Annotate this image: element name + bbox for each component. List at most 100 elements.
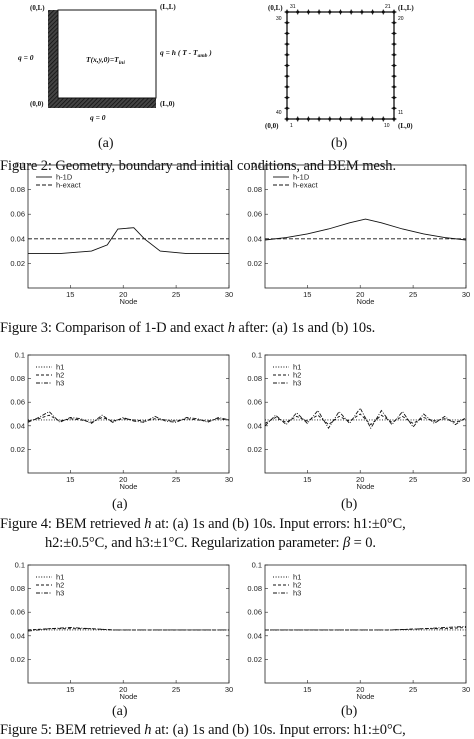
mesh-node xyxy=(296,10,300,14)
series-line-h3 xyxy=(27,627,229,632)
figure-2a-label: (a) xyxy=(98,136,114,151)
mesh-node xyxy=(392,10,396,14)
mesh-node xyxy=(285,21,289,25)
figure-4-caption-line-2: h2:±0.5°C, and h3:±1°C. Regularization p… xyxy=(45,535,376,551)
mesh-node xyxy=(392,64,396,67)
mesh-node xyxy=(360,10,364,14)
y-tick-label: 0.04 xyxy=(10,234,25,243)
figure-3a-chart: 0.02 0.04 0.06 0.08 0.1 15 20 25 30 Node h-1Dh-exa… xyxy=(10,161,233,307)
x-tick-label: 20 xyxy=(356,475,364,484)
figure-2-caption: Figure 2: Geometry, boundary and initial… xyxy=(0,158,396,174)
plot-frame xyxy=(27,354,230,474)
plot-frame xyxy=(264,164,467,289)
mesh-node xyxy=(285,74,289,78)
x-tick-label: 25 xyxy=(172,685,180,694)
mesh-node xyxy=(285,53,289,57)
mesh-node xyxy=(317,117,321,121)
node-label-30: 30 xyxy=(276,16,282,22)
plot-frame xyxy=(264,354,467,474)
x-axis-label: Node xyxy=(120,297,138,306)
corner-bottom-left: (0,0) xyxy=(30,100,44,108)
x-axis-label: Node xyxy=(357,692,375,701)
mesh-node xyxy=(349,117,353,121)
y-tick-label: 0.06 xyxy=(10,398,25,407)
mesh-corner-top-right: (L,L) xyxy=(398,4,414,12)
mesh-node xyxy=(392,42,396,46)
mesh-node xyxy=(306,117,310,121)
y-tick-label: 0.08 xyxy=(247,185,262,194)
node-label-1: 1 xyxy=(290,123,293,129)
y-tick-label: 0.04 xyxy=(10,421,25,430)
figure-5-caption: Figure 5: BEM retrieved h at: (a) 1s and… xyxy=(0,722,406,738)
left-boundary-condition: q = 0 xyxy=(18,53,34,62)
corner-bottom-right: (L,0) xyxy=(160,100,175,108)
mesh-corner-top-left: (0,L) xyxy=(268,4,283,12)
x-tick-label: 25 xyxy=(172,475,180,484)
mesh-node xyxy=(285,10,289,14)
figure-3b-chart: 0.02 0.04 0.06 0.08 0.1 15 20 25 30 Node h-1Dh-exa… xyxy=(247,161,470,307)
y-tick-label: 0.1 xyxy=(252,351,262,360)
node-label-31: 31 xyxy=(290,4,296,10)
corner-top-right: (L,L) xyxy=(160,3,176,11)
mesh-corner-bottom-left: (0,0) xyxy=(265,122,279,130)
legend-label-h3: h3 xyxy=(293,379,301,388)
y-tick-label: 0.06 xyxy=(247,210,262,219)
mesh-node xyxy=(392,106,396,110)
mesh-node xyxy=(371,10,375,14)
mesh-node xyxy=(392,74,396,78)
x-tick-label: 20 xyxy=(356,685,364,694)
node-label-11: 11 xyxy=(398,110,403,116)
legend-label-h3: h3 xyxy=(293,589,301,598)
node-label-20: 20 xyxy=(398,16,404,22)
node-label-40: 40 xyxy=(276,110,282,116)
series-line-h-1D xyxy=(28,227,229,255)
y-tick-label: 0.06 xyxy=(10,210,25,219)
domain-square xyxy=(57,9,157,99)
left-insulated-hatch xyxy=(48,10,58,108)
mesh-node xyxy=(392,85,396,89)
x-tick-label: 15 xyxy=(66,290,74,299)
x-tick-label: 20 xyxy=(119,475,127,484)
legend-label-h2: h2 xyxy=(56,371,64,380)
legend-label-h1: h1 xyxy=(293,363,301,372)
x-tick-label: 25 xyxy=(172,290,180,299)
y-tick-label: 0.08 xyxy=(10,374,25,383)
figure-2b-label: (b) xyxy=(331,136,348,151)
y-tick-label: 0.02 xyxy=(10,655,25,664)
x-axis-label: Node xyxy=(357,297,375,306)
y-tick-label: 0.04 xyxy=(247,234,262,243)
mesh-node xyxy=(285,96,289,100)
legend-label-h3: h3 xyxy=(56,589,64,598)
figure-4-caption-line-1: Figure 4: BEM retrieved h at: (a) 1s and… xyxy=(0,516,406,532)
mesh-node xyxy=(285,64,289,67)
x-tick-label: 25 xyxy=(409,685,417,694)
figure-5b-label: (b) xyxy=(341,704,358,719)
mesh-corner-bottom-right: (L,0) xyxy=(398,122,413,130)
y-tick-label: 0.06 xyxy=(247,608,262,617)
series-line-h2 xyxy=(264,413,467,426)
x-tick-label: 30 xyxy=(225,290,233,299)
x-axis-label: Node xyxy=(120,692,138,701)
y-tick-label: 0.1 xyxy=(15,161,25,170)
legend-label-h-1D: h-1D xyxy=(293,173,310,182)
y-tick-label: 0.1 xyxy=(15,561,25,570)
y-tick-label: 0.02 xyxy=(10,445,25,454)
series-line-h2 xyxy=(27,414,230,423)
x-tick-label: 30 xyxy=(462,475,470,484)
mesh-node xyxy=(306,10,310,14)
mesh-node xyxy=(360,117,364,121)
legend-label-h2: h2 xyxy=(293,371,301,380)
mesh-node xyxy=(392,53,396,57)
x-axis-label: Node xyxy=(357,482,375,491)
plot-frame xyxy=(27,564,230,684)
mesh-node xyxy=(285,42,289,46)
legend-label-h2: h2 xyxy=(56,581,64,590)
bottom-insulated-hatch xyxy=(58,98,156,108)
mesh-node xyxy=(392,31,396,35)
geometry-diagram: (0,L) (L,L) (0,0) (L,0) q = 0 q = 0 q = … xyxy=(18,3,212,122)
y-tick-label: 0.1 xyxy=(252,561,262,570)
x-tick-label: 15 xyxy=(303,475,311,484)
x-axis-label: Node xyxy=(120,482,138,491)
y-tick-label: 0.06 xyxy=(10,608,25,617)
